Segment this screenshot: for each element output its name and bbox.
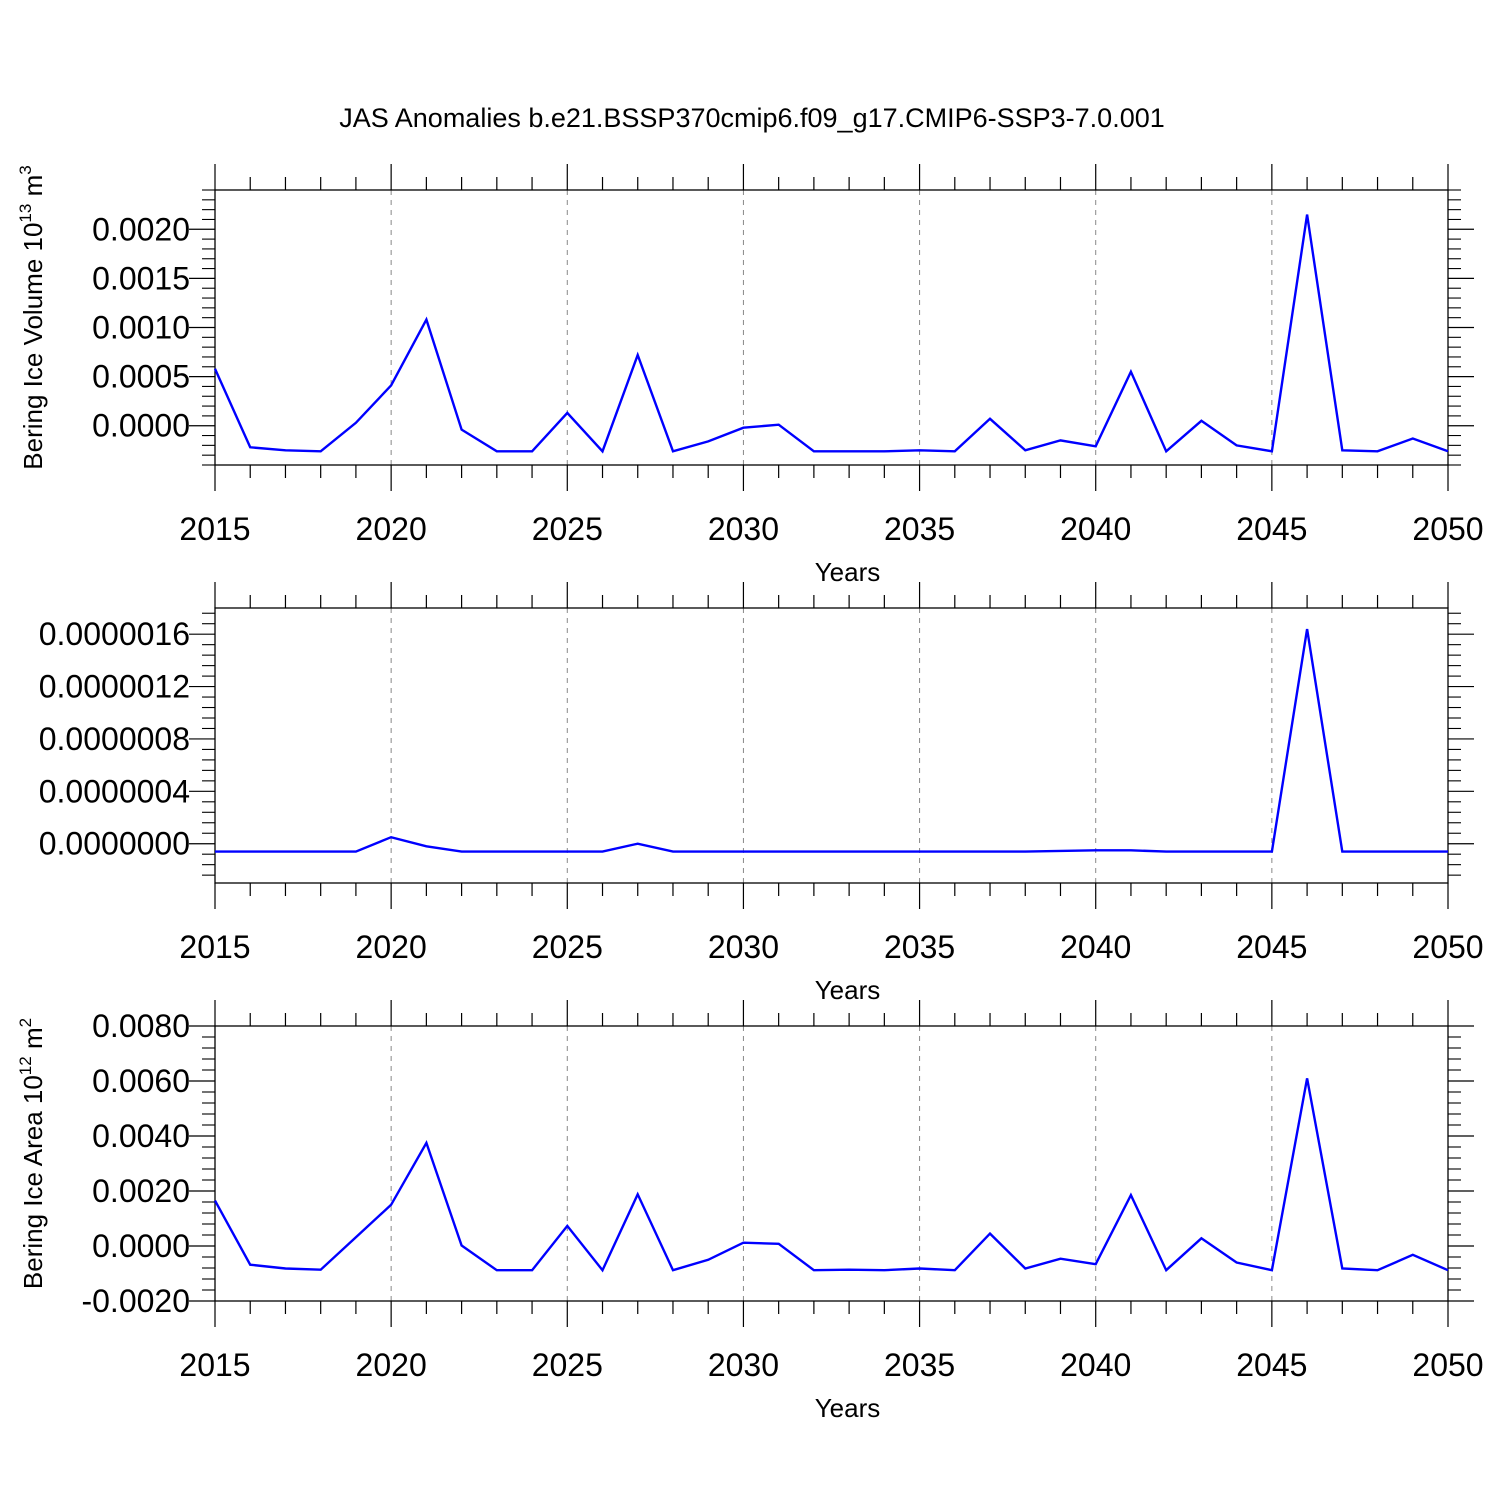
y-tick-label: 0.0000016 xyxy=(39,616,190,652)
x-tick-label: 2040 xyxy=(1060,929,1131,965)
x-tick-label: 2015 xyxy=(179,511,250,547)
y-tick-label: -0.0020 xyxy=(81,1283,190,1319)
x-axis-label: Years xyxy=(815,975,881,1005)
x-tick-label: 2030 xyxy=(708,1347,779,1383)
x-tick-label: 2035 xyxy=(884,1347,955,1383)
x-tick-label: 2015 xyxy=(179,1347,250,1383)
x-tick-label: 2025 xyxy=(532,929,603,965)
y-tick-label: 0.0015 xyxy=(92,260,190,296)
y-tick-label: 0.0040 xyxy=(92,1118,190,1154)
x-tick-label: 2020 xyxy=(356,511,427,547)
y-tick-label: 0.0020 xyxy=(92,211,190,247)
x-axis-label: Years xyxy=(815,1393,881,1423)
x-tick-label: 2020 xyxy=(356,1347,427,1383)
panel-2: 2015 2020 2025 2030 2035 2040 2045 2050 Years 0.0… xyxy=(39,582,1484,1005)
y-tick-label: 0.0010 xyxy=(92,310,190,346)
x-tick-label: 2030 xyxy=(708,511,779,547)
y-tick-label: 0.0005 xyxy=(92,359,190,395)
series-line xyxy=(215,628,1448,853)
figure-title: JAS Anomalies b.e21.BSSP370cmip6.f09_g17… xyxy=(339,103,1165,133)
x-tick-label: 2025 xyxy=(532,1347,603,1383)
y-tick-label: 0.0020 xyxy=(92,1173,190,1209)
x-tick-label: 2050 xyxy=(1412,929,1483,965)
y-axis-label: Bering Ice Volume 1013 m3 xyxy=(16,165,48,469)
panel-1: 2015 2020 2025 2030 2035 2040 2045 2050 Years 0.0… xyxy=(16,164,1484,587)
series-line xyxy=(213,1078,1449,1273)
x-tick-label: 2030 xyxy=(708,929,779,965)
x-tick-label: 2050 xyxy=(1412,1347,1483,1383)
plot-frame xyxy=(214,189,1449,466)
x-axis-label: Years xyxy=(815,557,881,587)
x-tick-label: 2040 xyxy=(1060,511,1131,547)
y-tick-label: 0.0000 xyxy=(92,408,190,444)
plot-frame xyxy=(214,607,1449,884)
y-axis-label: Bering Ice Area 1012 m2 xyxy=(16,1018,48,1289)
plot-frame xyxy=(214,1025,1449,1302)
x-tick-label: 2045 xyxy=(1236,511,1307,547)
y-tick-label: 0.0000012 xyxy=(39,669,190,705)
y-tick-label: 0.0080 xyxy=(92,1008,190,1044)
x-tick-label: 2045 xyxy=(1236,1347,1307,1383)
x-tick-label: 2025 xyxy=(532,511,603,547)
y-tick-label: 0.0000004 xyxy=(39,773,190,809)
panels: 2015 2020 2025 2030 2035 2040 2045 2050 Years 0.0… xyxy=(16,164,1484,1423)
x-tick-label: 2015 xyxy=(179,929,250,965)
y-tick-label: 0.0000000 xyxy=(39,826,190,862)
x-tick-label: 2050 xyxy=(1412,511,1483,547)
x-tick-label: 2035 xyxy=(884,929,955,965)
y-tick-label: 0.0000 xyxy=(92,1228,190,1264)
x-tick-label: 2035 xyxy=(884,511,955,547)
x-tick-label: 2045 xyxy=(1236,929,1307,965)
panel-3: 2015 2020 2025 2030 2035 2040 2045 2050 Years -0.… xyxy=(16,1000,1484,1423)
x-tick-label: 2020 xyxy=(356,929,427,965)
y-tick-label: 0.0060 xyxy=(92,1063,190,1099)
y-tick-label: 0.0000008 xyxy=(39,721,190,757)
x-tick-label: 2040 xyxy=(1060,1347,1131,1383)
series-line xyxy=(213,214,1449,454)
